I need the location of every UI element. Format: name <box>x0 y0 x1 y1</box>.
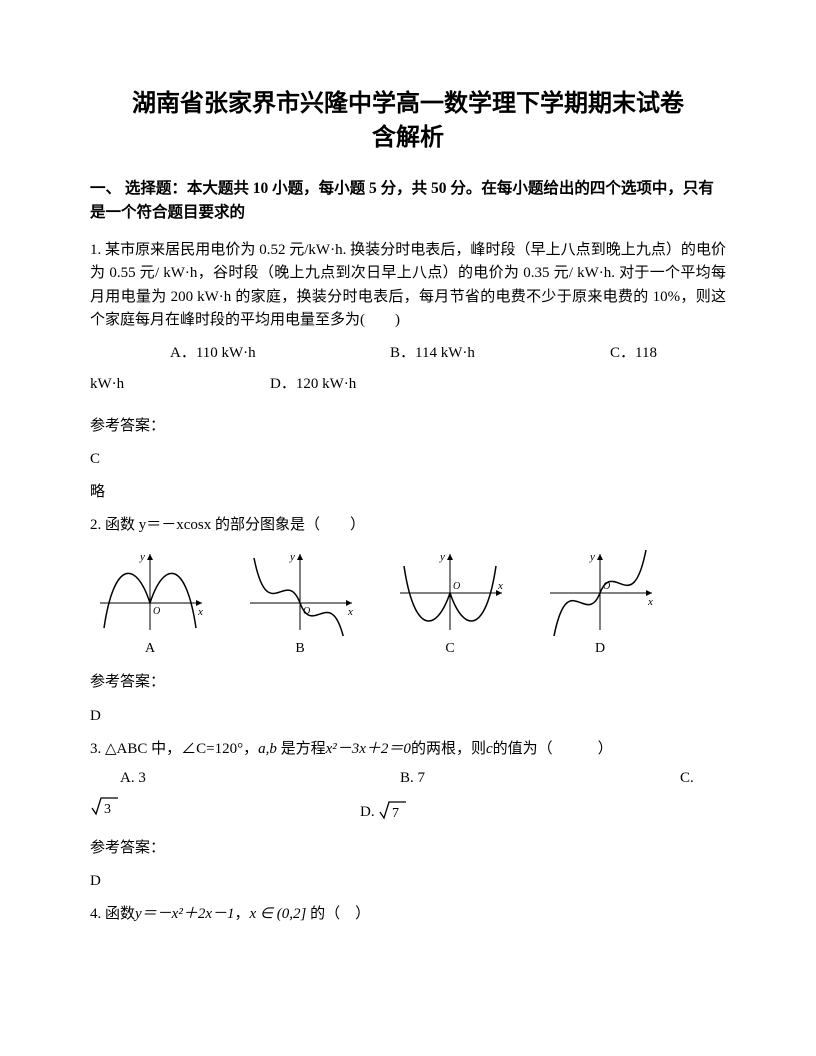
graph-b-svg: x y O <box>240 548 360 636</box>
question-2-graphs: x y O A x y O B <box>90 548 726 660</box>
q3-answer: D <box>90 870 726 893</box>
graph-d-svg: x y O <box>540 548 660 636</box>
svg-text:O: O <box>153 606 160 617</box>
question-4-text: 4. 函数y＝－x²＋2x－1，x ∈ (0,2] 的（ ） <box>90 903 726 926</box>
q3-opt-a: A. 3 <box>120 767 400 790</box>
section-1-heading: 一、 选择题：本大题共 10 小题，每小题 5 分，共 50 分。在每小题给出的… <box>90 177 726 225</box>
sqrt3-icon: 3 <box>90 794 120 816</box>
q1-opt-a: A．110 kW·h <box>170 342 390 365</box>
sqrt7-icon: 7 <box>378 798 408 820</box>
svg-text:x: x <box>197 606 203 618</box>
question-3-options-row2: 3 D. 7 <box>90 794 726 824</box>
q1-reference-label: 参考答案： <box>90 415 726 438</box>
q1-opt-d: D．120 kW·h <box>270 373 356 396</box>
q1-opt-c: C．118 <box>610 342 657 365</box>
title-line-2: 含解析 <box>372 125 444 151</box>
question-2-text: 2. 函数 y＝－xcosx 的部分图象是（ ） <box>90 514 726 537</box>
question-3-text: 3. △ABC 中，∠C=120°，a,b 是方程x²－3x＋2＝0的两根，则c… <box>90 738 726 761</box>
question-1-text: 1. 某市原来居民用电价为 0.52 元/kW·h. 换装分时电表后，峰时段（早… <box>90 239 726 332</box>
svg-text:O: O <box>453 581 460 592</box>
q3-opt-c-label: C. <box>680 767 694 790</box>
q3-reference-label: 参考答案： <box>90 837 726 860</box>
svg-text:x: x <box>347 606 353 618</box>
graph-a: x y O A <box>90 548 210 660</box>
q1-brief: 略 <box>90 481 726 504</box>
svg-text:y: y <box>289 551 295 563</box>
q2-reference-label: 参考答案： <box>90 671 726 694</box>
question-1-options: A．110 kW·h B．114 kW·h C．118 kW·h D．120 k… <box>90 342 726 397</box>
q2-answer: D <box>90 705 726 728</box>
q1-opt-c-cont: kW·h <box>90 373 270 396</box>
graph-c-label: C <box>390 638 510 660</box>
question-3-options-row1: A. 3 B. 7 C. <box>90 767 726 790</box>
svg-text:7: 7 <box>392 806 399 820</box>
graph-b: x y O B <box>240 548 360 660</box>
graph-a-svg: x y O <box>90 548 210 636</box>
q1-opt-b: B．114 kW·h <box>390 342 610 365</box>
title-line-1: 湖南省张家界市兴隆中学高一数学理下学期期末试卷 <box>132 91 684 117</box>
graph-a-label: A <box>90 638 210 660</box>
q1-answer: C <box>90 448 726 471</box>
graph-d-label: D <box>540 638 660 660</box>
graph-d: x y O D <box>540 548 660 660</box>
page-title: 湖南省张家界市兴隆中学高一数学理下学期期末试卷 含解析 <box>90 88 726 155</box>
svg-text:x: x <box>497 580 503 592</box>
svg-text:y: y <box>589 551 595 563</box>
q3-opt-d: D. 7 <box>360 798 408 824</box>
exam-page: 湖南省张家界市兴隆中学高一数学理下学期期末试卷 含解析 一、 选择题：本大题共 … <box>0 0 816 970</box>
svg-text:3: 3 <box>104 802 111 816</box>
q3-opt-c-val: 3 <box>90 794 120 824</box>
q3-opt-b: B. 7 <box>400 767 680 790</box>
svg-text:y: y <box>139 551 145 563</box>
graph-b-label: B <box>240 638 360 660</box>
graph-c-svg: x y O <box>390 548 510 636</box>
svg-text:y: y <box>439 551 445 563</box>
svg-text:x: x <box>647 596 653 608</box>
graph-c: x y O C <box>390 548 510 660</box>
